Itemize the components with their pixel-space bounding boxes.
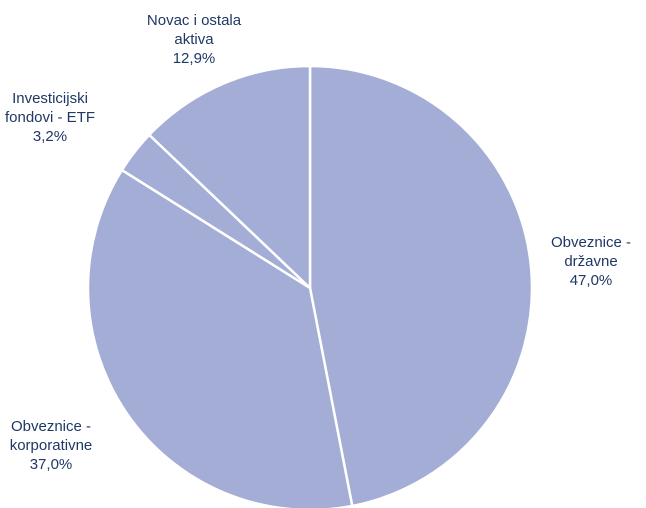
slice-value-obveznice-korporativne: 37,0%: [30, 456, 73, 473]
slice-label-novac-i-ostala-aktiva: Novac i ostala aktiva 12,9%: [147, 12, 242, 67]
slice-label-line: korporativne: [10, 437, 93, 454]
slice-value-investicijski-fondovi-etf: 3,2%: [33, 128, 67, 145]
slice-label-line: fondovi - ETF: [5, 109, 95, 126]
slice-label-line: aktiva: [174, 31, 214, 48]
slice-label-line: Novac i ostala: [147, 12, 242, 29]
slice-value-obveznice-drzavne: 47,0%: [570, 272, 613, 289]
slice-label-obveznice-drzavne: Obveznice - državne 47,0%: [551, 234, 631, 289]
slice-label-line: Obveznice -: [11, 418, 91, 435]
slice-label-line: Obveznice -: [551, 234, 631, 251]
slice-label-obveznice-korporativne: Obveznice - korporativne 37,0%: [10, 418, 93, 473]
slice-label-line: Investicijski: [12, 90, 88, 107]
slice-value-novac-i-ostala-aktiva: 12,9%: [173, 50, 216, 67]
pie-slice-obveznice-drzavne: [308, 64, 534, 508]
slice-label-investicijski-fondovi-etf: Investicijski fondovi - ETF 3,2%: [5, 90, 95, 145]
pie-slice-obveznice-korporativne: [86, 168, 354, 508]
pie-slice-novac-i-ostala-aktiva: [147, 64, 312, 291]
slice-label-line: državne: [564, 253, 617, 270]
